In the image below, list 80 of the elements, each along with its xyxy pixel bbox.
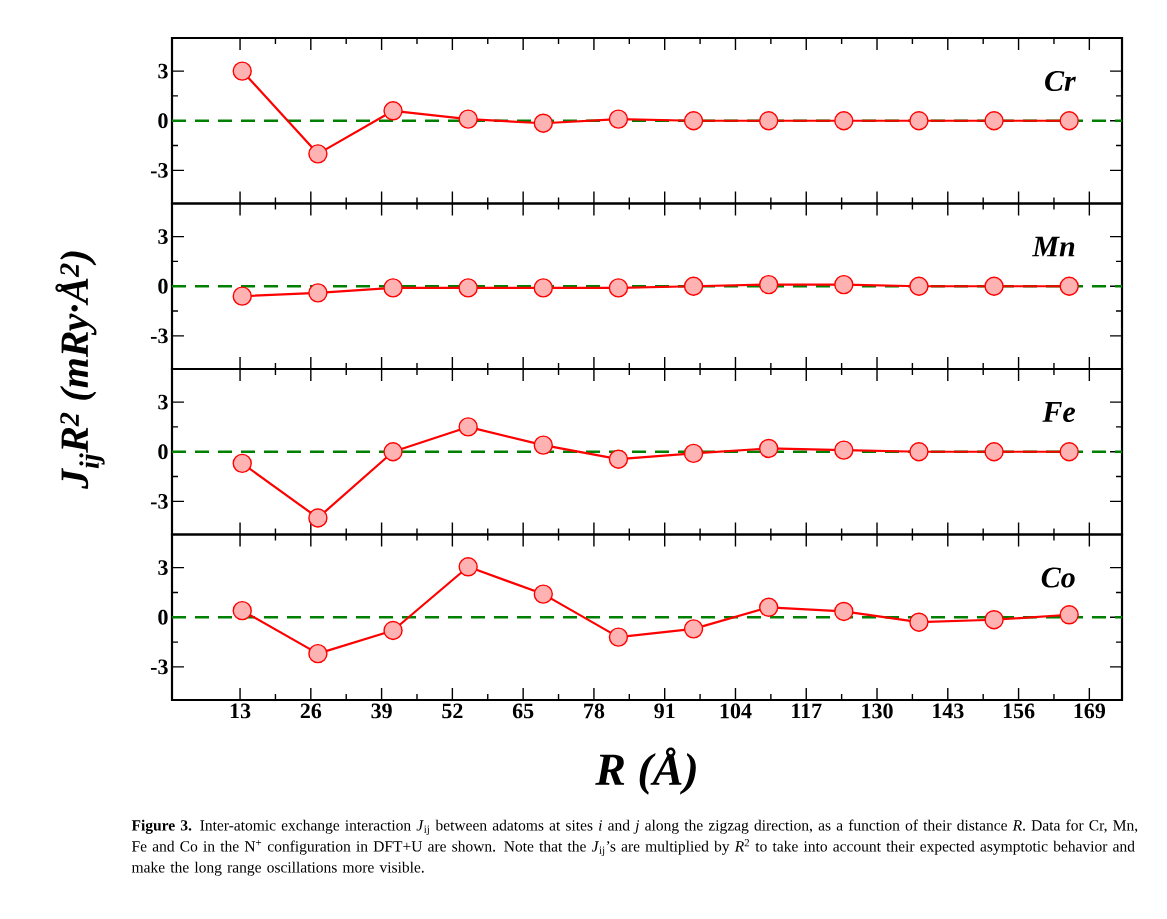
point (758, 438, 779, 459)
point (984, 111, 1004, 131)
point (232, 61, 252, 81)
y-tick-label: -3 (150, 163, 168, 178)
point (909, 276, 929, 296)
point (834, 601, 854, 622)
y-tick-label: 0 (158, 278, 168, 294)
point (383, 620, 403, 641)
point (232, 453, 252, 474)
point (608, 627, 629, 647)
point (533, 584, 553, 604)
x-tick-label: 26 (300, 703, 322, 719)
point (909, 612, 929, 632)
point (984, 442, 1004, 462)
point (458, 417, 478, 437)
x-tick-label: 65 (512, 703, 534, 719)
x-tick-label: 169 (1074, 703, 1106, 719)
x-tick-label: 13 (230, 703, 251, 719)
x-axis-title: R (Å) (595, 747, 696, 795)
text: Figure 3. Inter-atomic exchange interaction J$_{ij}$ between adatoms at sites i and j along the zigzag direction, as a function of their distance R. Data for Cr, Mn, Fe and Co in the N$^{+}$ configuration in DFT+U are shown. Note that the J$_{ij}$’s are multiplied by R$^{2}$ to take into account their expected asymptotic behavior and make the long range oscillations more visible. (131, 819, 1138, 876)
x-tick-label: 39 (371, 703, 392, 719)
point (458, 109, 478, 129)
point (232, 600, 252, 621)
point (458, 557, 478, 577)
y-tick-label: -3 (150, 659, 168, 675)
point (458, 278, 478, 298)
annotation: Mn (1031, 236, 1075, 257)
point (758, 597, 779, 618)
point (383, 101, 403, 121)
y-tick-label: 3 (158, 394, 168, 410)
y-axis-title: J$_{ij}$R$^{2}$ (mRy·Å$^{2}$) (55, 251, 105, 490)
point (1059, 442, 1079, 462)
point (909, 111, 929, 131)
point (834, 111, 854, 131)
y-tick-label: 0 (158, 609, 168, 625)
x-tick-label: 91 (654, 703, 675, 719)
point (834, 440, 854, 460)
y-tick-label: -3 (150, 328, 168, 344)
x-tick-label: 156 (1003, 703, 1035, 719)
point (683, 276, 704, 296)
point (608, 278, 629, 298)
point (1059, 605, 1079, 625)
y-tick-label: 0 (158, 113, 168, 129)
annotation: Cr (1045, 70, 1076, 92)
x-tick-label: 52 (442, 703, 463, 719)
x-tick-label: 117 (792, 703, 822, 719)
y-tick-label: -3 (150, 494, 168, 509)
point (383, 442, 403, 462)
point (533, 113, 553, 133)
point (308, 144, 328, 164)
point (683, 111, 704, 131)
point (909, 442, 929, 462)
point (984, 276, 1004, 296)
point (608, 109, 629, 129)
y-tick-label: 3 (158, 560, 168, 575)
point (533, 278, 553, 298)
annotation: Fe (1042, 402, 1076, 422)
point (758, 111, 779, 131)
y-tick-label: 3 (158, 63, 168, 79)
point (308, 643, 328, 664)
x-tick-label: 143 (933, 703, 964, 719)
y-tick-label: 0 (158, 444, 168, 460)
point (683, 619, 704, 639)
point (758, 274, 779, 295)
annotation: Co (1041, 567, 1075, 588)
point (984, 610, 1004, 630)
point (232, 286, 252, 306)
point (308, 283, 328, 303)
point (1059, 111, 1079, 131)
x-tick-label: 78 (584, 703, 605, 719)
point (683, 443, 704, 464)
point (383, 278, 403, 298)
y-tick-label: 3 (158, 229, 168, 244)
x-tick-label: 104 (720, 703, 752, 719)
point (1059, 276, 1079, 296)
point (608, 449, 629, 469)
point (308, 508, 328, 528)
point (533, 435, 553, 455)
x-tick-label: 130 (862, 703, 893, 719)
point (834, 274, 854, 295)
